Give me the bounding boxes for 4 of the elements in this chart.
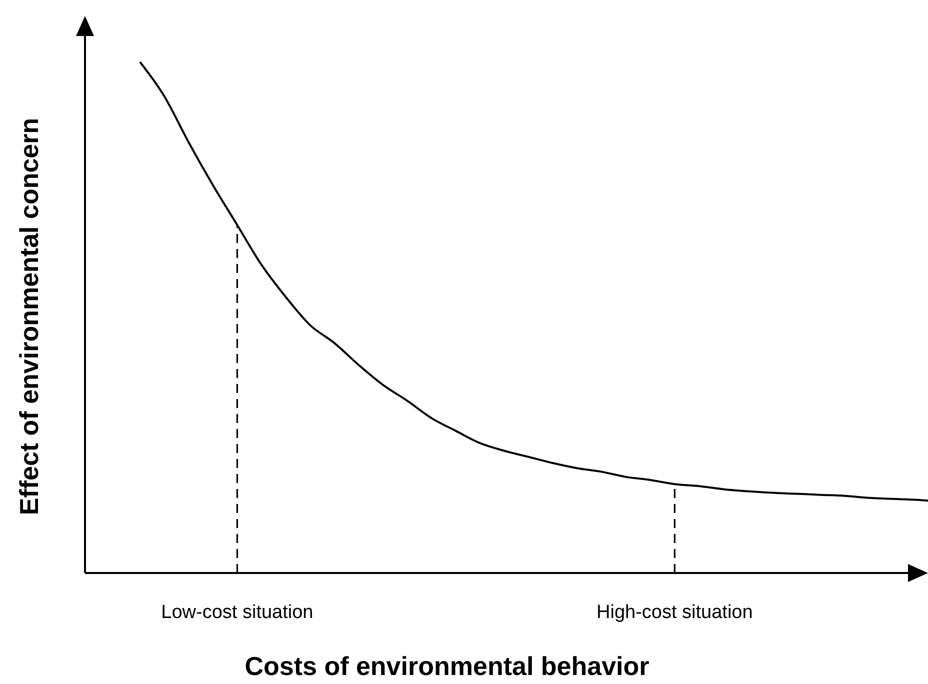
x-tick-label: High-cost situation — [596, 602, 753, 623]
x-axis-title: Costs of environmental behavior — [244, 651, 650, 681]
y-axis-title: Effect of environmental concern — [14, 118, 44, 516]
x-tick-label: Low-cost situation — [161, 602, 314, 623]
